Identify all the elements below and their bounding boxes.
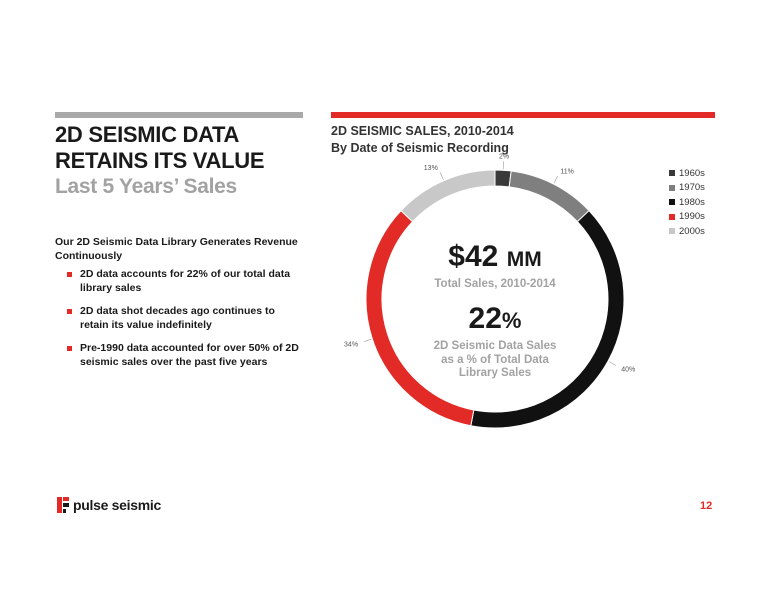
bullet-square-icon: [67, 272, 72, 277]
pulse-logo-icon: [57, 497, 69, 513]
share-value: 22%: [385, 302, 605, 336]
bullet-square-icon: [67, 309, 72, 314]
legend-swatch: [669, 170, 675, 177]
legend-label: 1980s: [679, 196, 705, 208]
chart-title: 2D SEISMIC SALES, 2010-2014: [331, 124, 514, 138]
legend-item: 1960s: [669, 166, 705, 181]
bullet-square-icon: [67, 346, 72, 351]
slide-title-line1: 2D SEISMIC DATA: [55, 122, 240, 147]
share-label: 2D Seismic Data Sales as a % of Total Da…: [385, 340, 605, 381]
slide-title-line2: RETAINS ITS VALUE: [55, 148, 265, 173]
legend-label: 1970s: [679, 182, 705, 194]
legend-label: 1990s: [679, 211, 705, 223]
legend-item: 1970s: [669, 181, 705, 196]
slice-leader-line: [363, 338, 372, 342]
slice-leader-line: [608, 361, 617, 366]
donut-slice-1970s: [508, 170, 590, 223]
slice-data-label: 40%: [621, 366, 635, 373]
slice-data-label: 11%: [560, 169, 574, 176]
slide-subtitle: Last 5 Years’ Sales: [55, 175, 237, 198]
chart-legend: 1960s 1970s 1980s 1990s 2000s: [669, 166, 705, 239]
company-logo: pulse seismic: [57, 497, 161, 513]
legend-label: 2000s: [679, 225, 705, 237]
total-sales-unit: MM: [506, 248, 542, 271]
chart-subtitle: By Date of Seismic Recording: [331, 141, 509, 155]
intro-text: Our 2D Seismic Data Library Generates Re…: [55, 236, 298, 262]
donut-slice-2000s: [400, 169, 496, 223]
donut-slice-1960s: [494, 169, 512, 188]
page-number: 12: [700, 500, 713, 512]
slice-data-label: 13%: [424, 165, 438, 172]
legend-label: 1960s: [679, 167, 705, 179]
legend-item: 1980s: [669, 195, 705, 210]
total-sales-amount: $42: [448, 240, 499, 273]
bullet-text: 2D data accounts for 22% of our total da…: [80, 268, 291, 294]
share-label-line: as a % of Total Data: [441, 353, 549, 366]
slice-data-label: 2%: [499, 153, 509, 160]
legend-swatch: [669, 199, 675, 206]
legend-swatch: [669, 184, 675, 191]
bullet-item: Pre-1990 data accounted for over 50% of …: [55, 342, 305, 369]
right-header-rule: [331, 112, 715, 118]
slice-leader-line: [502, 161, 504, 170]
bullet-item: 2D data shot decades ago continues to re…: [55, 305, 305, 332]
bullet-list: 2D data accounts for 22% of our total da…: [55, 268, 305, 379]
slice-leader-line: [553, 175, 558, 184]
legend-swatch: [669, 228, 675, 235]
slice-leader-line: [439, 172, 444, 180]
legend-swatch: [669, 213, 675, 220]
total-sales-label: Total Sales, 2010-2014: [434, 278, 556, 290]
share-percent-sign: %: [501, 308, 522, 333]
legend-item: 1990s: [669, 210, 705, 225]
bullet-item: 2D data accounts for 22% of our total da…: [55, 268, 305, 295]
logo-text: pulse seismic: [73, 497, 161, 513]
bullet-text: 2D data shot decades ago continues to re…: [80, 305, 275, 331]
share-label-line: 2D Seismic Data Sales: [433, 340, 557, 352]
share-number: 22: [468, 302, 502, 335]
share-label-line: Library Sales: [458, 367, 532, 379]
slice-data-label: 34%: [344, 341, 358, 348]
left-header-rule: [55, 112, 303, 118]
total-sales-value: $42 MM: [385, 240, 605, 274]
legend-item: 2000s: [669, 224, 705, 239]
bullet-text: Pre-1990 data accounted for over 50% of …: [80, 342, 299, 368]
